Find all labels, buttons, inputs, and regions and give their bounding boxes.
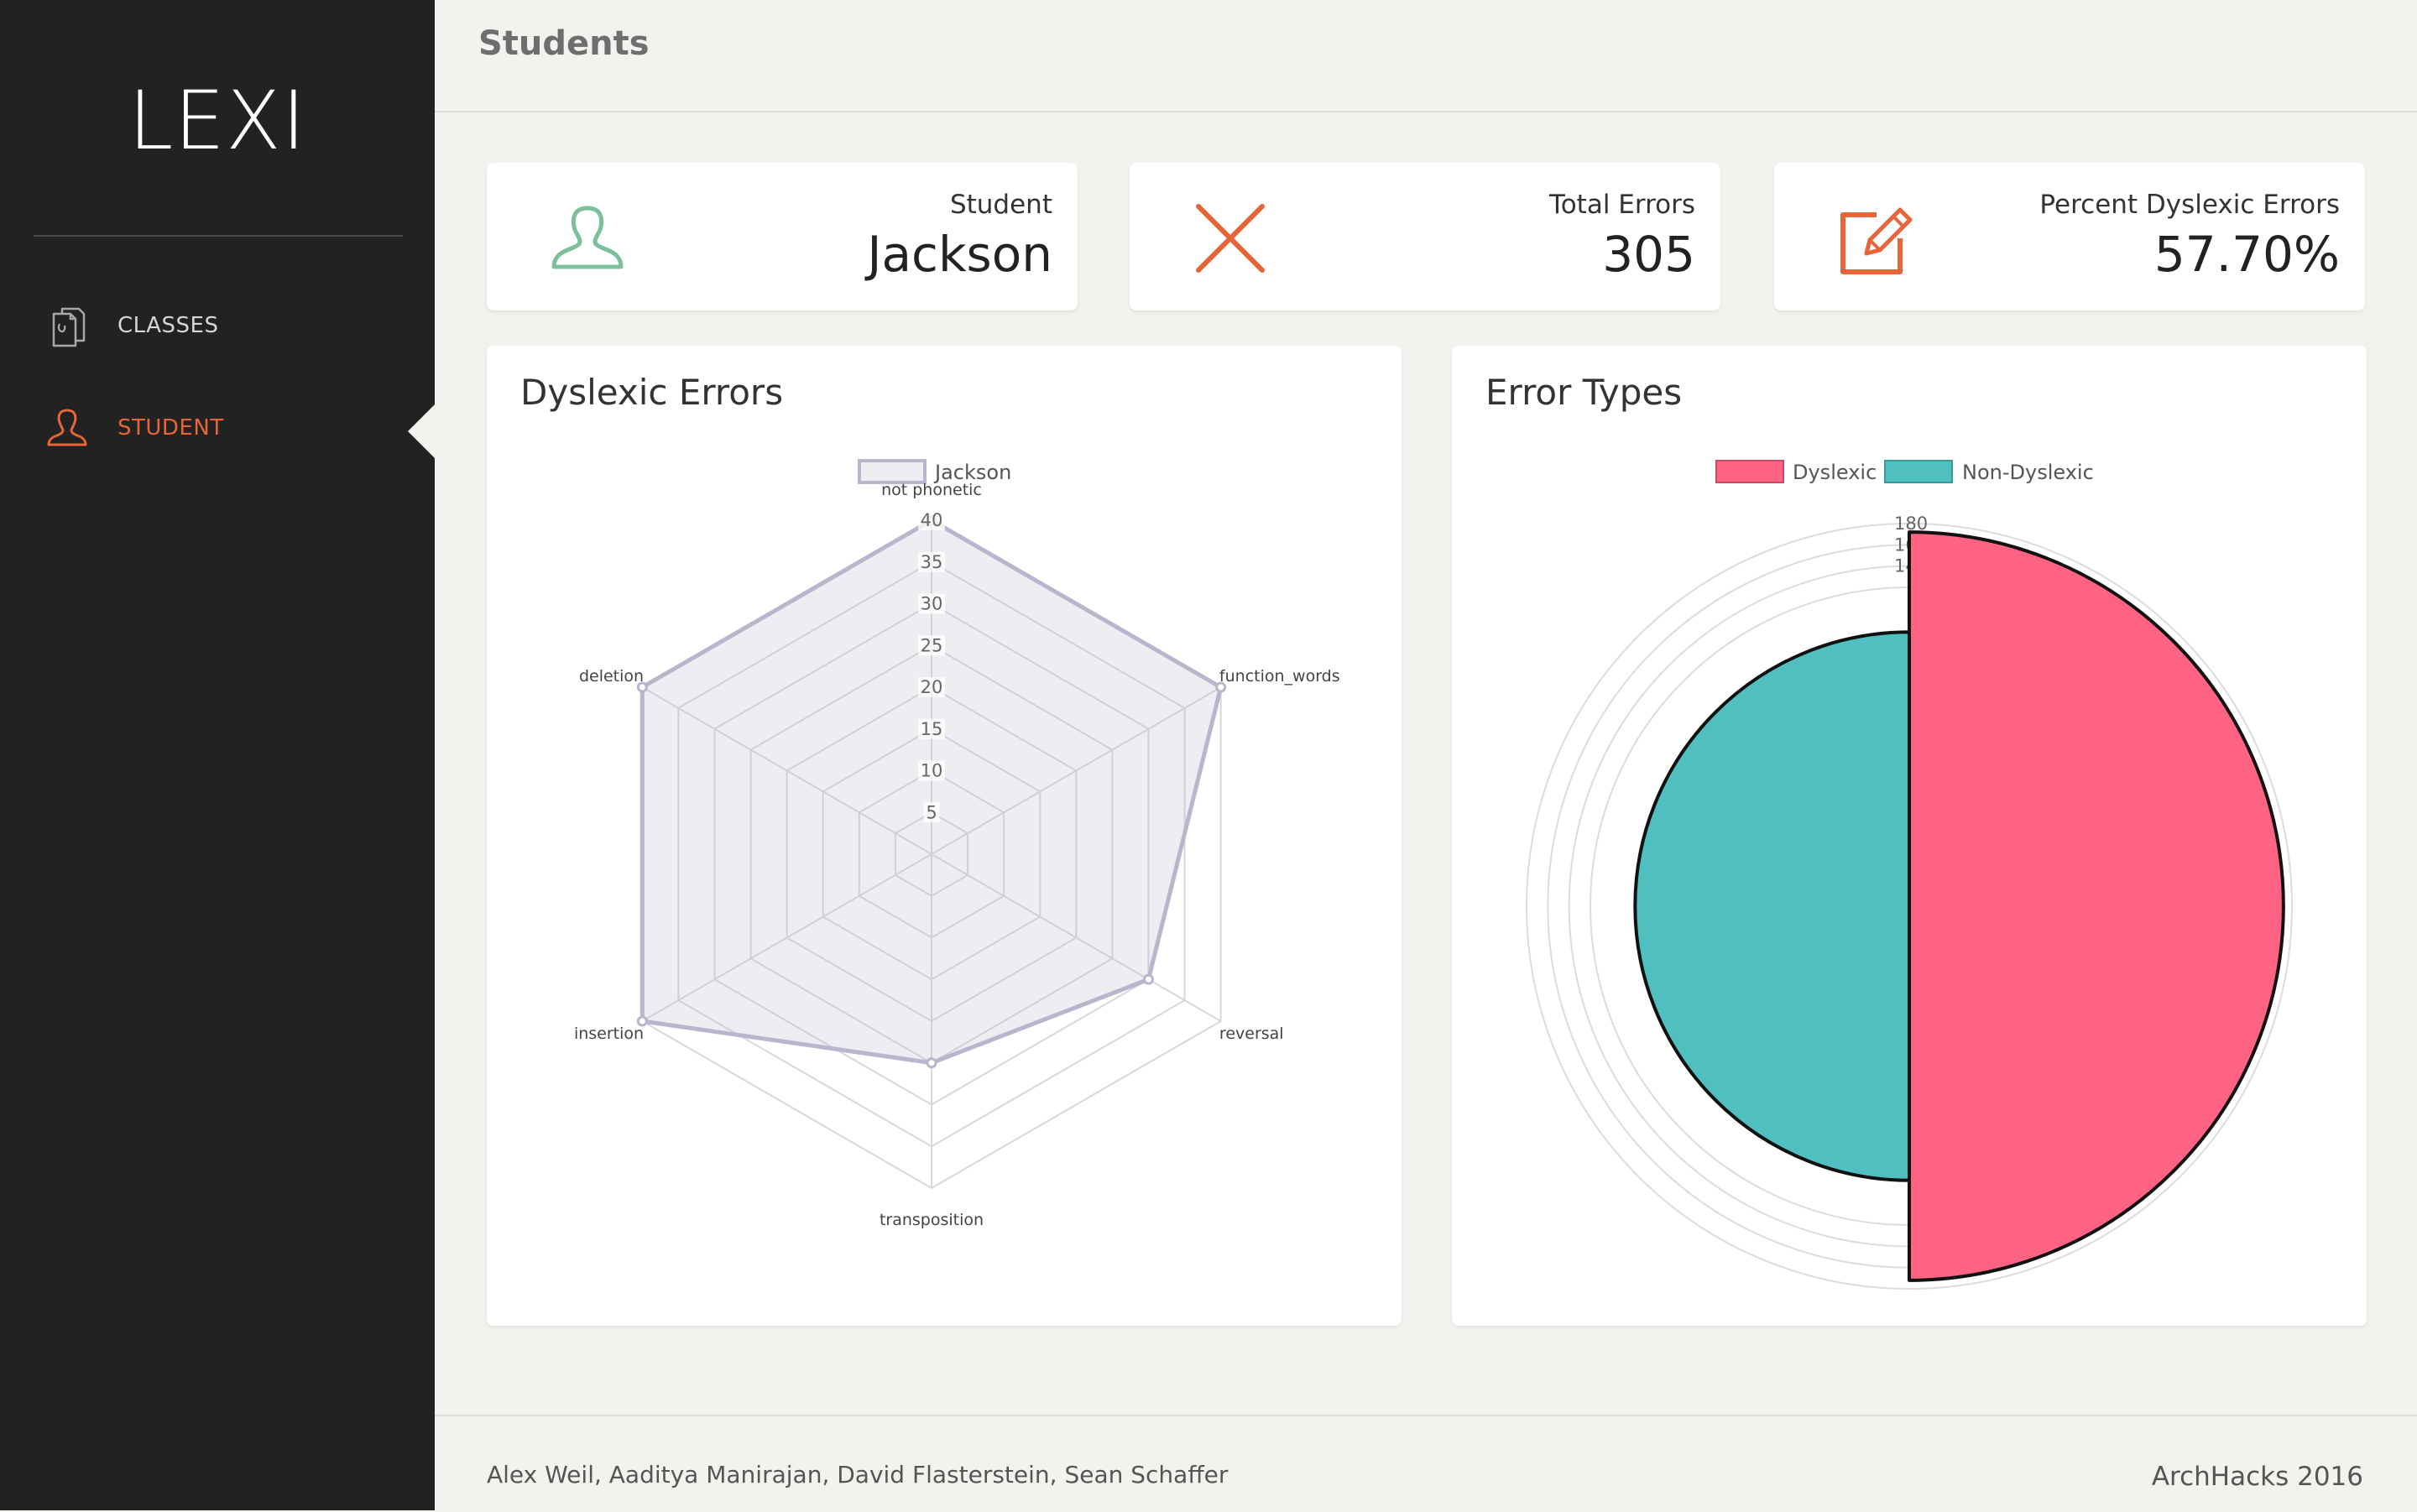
chart-title: Error Types	[1485, 372, 1683, 413]
student-card: Student Jackson	[487, 163, 1078, 310]
header: Students	[435, 0, 2417, 112]
radar-tick-label: 40	[921, 510, 943, 530]
polar-tick-label: 180	[1894, 514, 1928, 534]
edit-pencil-icon	[1840, 207, 1913, 274]
sidebar-item-label: STUDENT	[117, 415, 224, 441]
radar-spoke	[931, 686, 1222, 855]
radar-axis-label: not phonetic	[881, 481, 982, 499]
stat-value: Jackson	[867, 226, 1052, 283]
radar-spoke	[641, 686, 932, 855]
footer-event: ArchHacks 2016	[2151, 1462, 2363, 1492]
radar-tick-backdrop	[918, 593, 945, 614]
radar-axis-label: reversal	[1219, 1025, 1284, 1043]
radar-tick-backdrop	[918, 551, 945, 572]
sidebar-divider	[34, 235, 403, 237]
radar-spoke	[641, 853, 932, 1022]
page-title: Students	[478, 24, 650, 63]
documents-icon	[52, 307, 86, 347]
radar-tick-label: 10	[921, 761, 943, 781]
radar-tick-backdrop	[918, 718, 945, 739]
user-icon	[47, 409, 87, 446]
radar-tick-label: 25	[921, 635, 943, 655]
radar-point	[1215, 681, 1227, 693]
radar-tick-backdrop	[918, 510, 945, 530]
legend-swatch-dyslexic	[1715, 460, 1784, 483]
active-nav-pointer	[408, 404, 435, 458]
radar-point	[636, 681, 648, 693]
stat-title: Student	[949, 190, 1052, 220]
radar-tick-backdrop	[918, 635, 945, 656]
radar-tick-label: 15	[921, 719, 943, 739]
radar-tick-backdrop	[923, 802, 940, 823]
legend-swatch-jackson	[858, 459, 927, 484]
error-types-card: Error Types Dyslexic Non-Dyslexic 180 16 14	[1452, 346, 2367, 1326]
stat-value: 305	[1602, 226, 1695, 283]
polar-slice-dyslexic	[1908, 530, 2285, 1282]
legend-label-non-dyslexic: Non-Dyslexic	[1962, 461, 2094, 484]
radar-spoke	[931, 853, 1222, 1022]
legend-swatch-non-dyslexic	[1884, 460, 1953, 483]
radar-chart: Jackson 5 10 15 20 25 30 35 40 not phonetic functi…	[574, 459, 1340, 1229]
radar-axis-label: function_words	[1219, 667, 1340, 686]
radar-tick-label: 30	[921, 594, 943, 614]
stat-title: Percent Dyslexic Errors	[2039, 190, 2340, 220]
user-outline-icon	[551, 206, 624, 269]
sidebar-item-label: CLASSES	[117, 313, 219, 338]
sidebar-item-student[interactable]: STUDENT	[0, 394, 435, 461]
polar-grid-ring	[1526, 523, 2293, 1290]
radar-tick-label: 5	[926, 802, 937, 822]
radar-tick-label: 35	[921, 552, 943, 572]
total-errors-card: Total Errors 305	[1130, 163, 1720, 310]
chart-title: Dyslexic Errors	[520, 372, 784, 413]
radar-point	[1143, 973, 1155, 985]
footer: Alex Weil, Aaditya Manirajan, David Flas…	[435, 1415, 2417, 1512]
radar-point	[926, 1057, 937, 1069]
radar-tick-backdrop	[918, 677, 945, 697]
radar-axis-label: insertion	[574, 1025, 644, 1043]
radar-axis-label: deletion	[579, 667, 644, 686]
dyslexic-errors-card: Dyslexic Errors Jackson 5 10 15 20 25 30 35 40 no…	[487, 346, 1402, 1326]
stat-value: 57.70%	[2153, 226, 2340, 283]
legend-label-jackson: Jackson	[933, 461, 1011, 484]
polar-slice-non-dyslexic	[1633, 630, 1911, 1182]
radar-point	[636, 1015, 648, 1027]
close-x-icon	[1196, 204, 1265, 273]
legend-label-dyslexic: Dyslexic	[1793, 461, 1877, 484]
radar-axis-label: transposition	[880, 1211, 984, 1229]
radar-tick-label: 20	[921, 677, 943, 697]
app-logo: LEXI	[128, 74, 307, 168]
sidebar-item-classes[interactable]: CLASSES	[0, 292, 435, 359]
percent-dyslexic-card: Percent Dyslexic Errors 57.70%	[1774, 163, 2365, 310]
sidebar: LEXI CLASSES STUDENT	[0, 0, 435, 1510]
stat-title: Total Errors	[1549, 190, 1695, 220]
footer-credits: Alex Weil, Aaditya Manirajan, David Flas…	[487, 1461, 1229, 1489]
radar-tick-backdrop	[918, 760, 945, 781]
